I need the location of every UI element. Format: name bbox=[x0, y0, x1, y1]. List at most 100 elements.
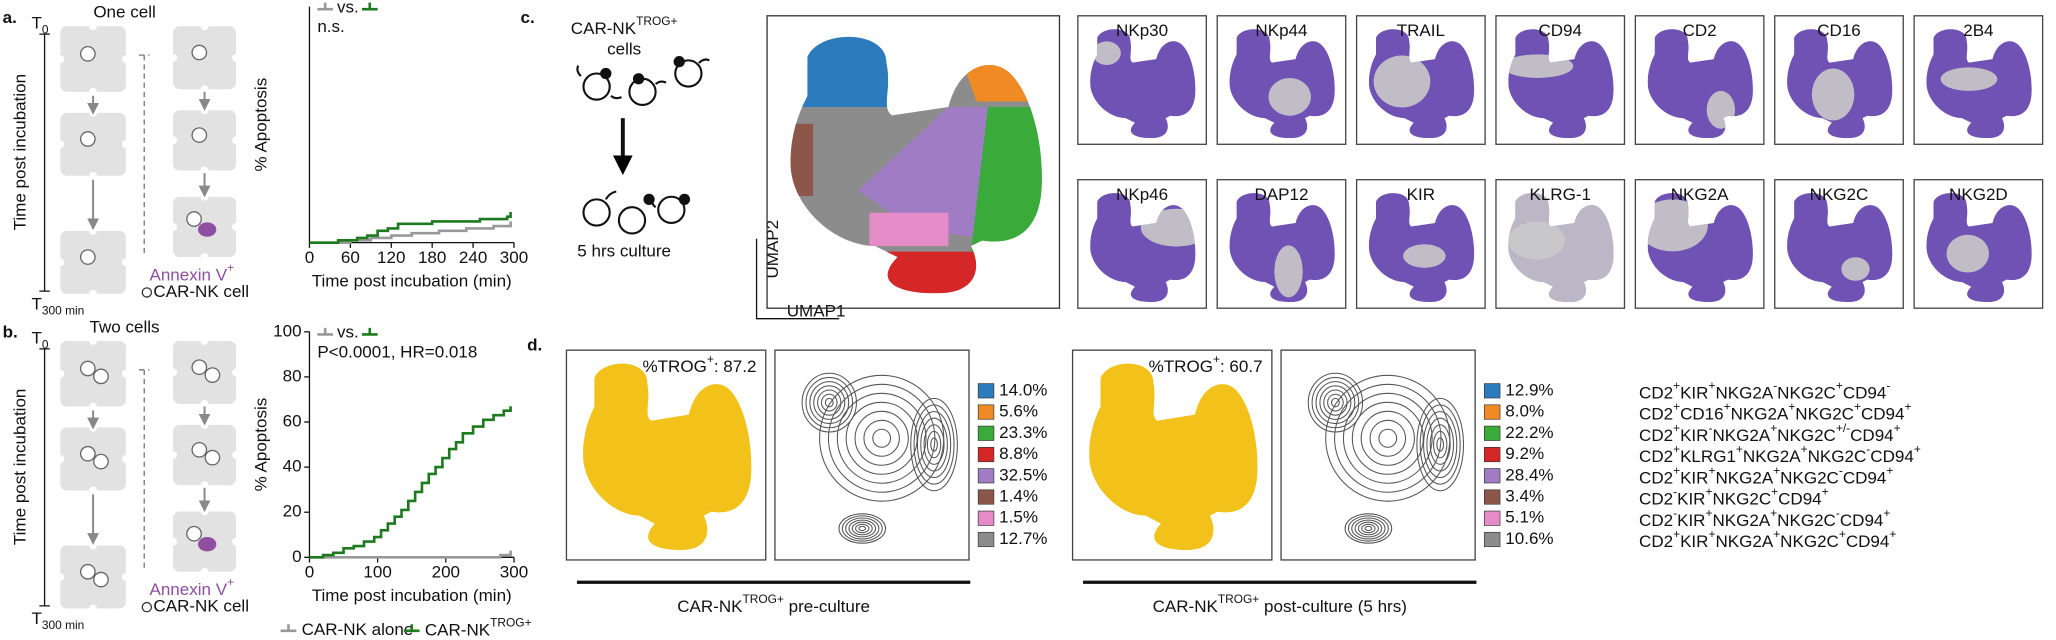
contour bbox=[845, 517, 880, 540]
population-label-part: + bbox=[1905, 400, 1912, 414]
well-notch bbox=[121, 369, 130, 378]
population-label-part: + bbox=[1836, 379, 1843, 393]
population-swatch bbox=[1483, 383, 1501, 399]
x-axis-label: Time post incubation (min) bbox=[312, 271, 512, 290]
cell bbox=[93, 368, 109, 385]
marker-label: NKp44 bbox=[1255, 21, 1307, 40]
population-label-part: NKG2C bbox=[1780, 468, 1839, 487]
well-notch bbox=[121, 258, 130, 267]
contour bbox=[1357, 521, 1379, 536]
cells-label: CAR-NKTROG+ bbox=[571, 14, 678, 37]
population-label-part: CD94 bbox=[1843, 468, 1887, 487]
marker-label: NKp46 bbox=[1116, 185, 1168, 204]
population-label-part: NKG2C bbox=[1780, 532, 1839, 551]
well-notch bbox=[56, 258, 65, 267]
trog-label-part: + bbox=[1213, 352, 1220, 366]
trog-label-part: : 87.2 bbox=[714, 357, 757, 376]
contour bbox=[1351, 517, 1386, 540]
axes bbox=[308, 6, 514, 244]
population-label-part: KIR bbox=[1680, 425, 1708, 444]
well-notch bbox=[200, 85, 209, 94]
annexin-label-part: + bbox=[227, 575, 234, 589]
well-notch bbox=[89, 402, 98, 411]
contour bbox=[872, 428, 892, 448]
marker-label: NKG2D bbox=[1949, 185, 2008, 204]
contour bbox=[809, 381, 850, 425]
well-notch bbox=[56, 140, 65, 149]
t0-label-part: 0 bbox=[42, 23, 49, 37]
cells-label-part: CAR-NK bbox=[571, 18, 637, 37]
axes bbox=[308, 331, 514, 558]
legend-label: CAR-NK alone bbox=[302, 620, 414, 639]
well-notch bbox=[200, 22, 209, 31]
population-label: CD2+KIR+NKG2A+NKG2C-CD94+ bbox=[1639, 464, 1893, 487]
population-swatch bbox=[1483, 510, 1501, 526]
well-notch bbox=[89, 289, 98, 298]
population-label-part: - bbox=[1773, 379, 1777, 393]
cell bbox=[186, 211, 202, 227]
population-swatch bbox=[977, 489, 995, 505]
negative-region bbox=[1092, 41, 1121, 65]
cell bbox=[79, 445, 96, 462]
annexin-label: Annexin V+ bbox=[149, 261, 234, 284]
well-notch bbox=[232, 222, 240, 231]
population-percent: 8.8% bbox=[999, 444, 1038, 463]
population-swatch bbox=[1483, 425, 1501, 441]
population-label-part: KIR bbox=[1680, 532, 1708, 551]
cell bbox=[186, 525, 202, 542]
well-notch bbox=[232, 53, 240, 62]
cell bbox=[93, 571, 109, 588]
population-label-part: + bbox=[1708, 527, 1715, 541]
population-label-part: + bbox=[1889, 527, 1896, 541]
panel-label: a. bbox=[3, 8, 17, 27]
group-caption: CAR-NKTROG+ post-culture (5 hrs) bbox=[1153, 592, 1407, 615]
population-percent: 1.4% bbox=[999, 487, 1038, 506]
contour bbox=[817, 389, 842, 416]
population-label-part: CD2 bbox=[1639, 510, 1673, 529]
well-notch bbox=[232, 136, 240, 145]
population-label-part: + bbox=[1724, 400, 1731, 414]
contour bbox=[1426, 417, 1455, 472]
population-label-part: NKG2C bbox=[1808, 447, 1867, 466]
population-label-part: CD94 bbox=[1778, 489, 1822, 508]
negative-region bbox=[1841, 257, 1870, 281]
cell bbox=[79, 45, 96, 62]
marker-label: DAP12 bbox=[1254, 185, 1308, 204]
apoptotic-cell bbox=[197, 537, 217, 552]
umap2-label: UMAP2 bbox=[763, 220, 782, 279]
population-label-part: + bbox=[1736, 442, 1743, 456]
marker-label: TRAIL bbox=[1397, 21, 1445, 40]
contour bbox=[863, 419, 900, 457]
vs-label: vs. bbox=[337, 323, 359, 342]
well-notch bbox=[200, 106, 209, 115]
timeline bbox=[39, 33, 50, 292]
well-notch bbox=[200, 337, 209, 345]
legend-key bbox=[361, 2, 378, 11]
well-notch bbox=[200, 507, 209, 516]
population-label-part: + bbox=[1822, 485, 1829, 499]
well-notch bbox=[169, 222, 178, 231]
t0-label-part: T bbox=[31, 13, 42, 32]
marker-label: KLRG-1 bbox=[1529, 185, 1591, 204]
population-label-part: + bbox=[1673, 442, 1680, 456]
cell-key bbox=[141, 601, 153, 613]
umap-cluster bbox=[790, 36, 901, 108]
group-caption-part: TROG+ bbox=[742, 592, 783, 606]
population-label-part: + bbox=[1854, 400, 1861, 414]
population-label-part: + bbox=[1705, 506, 1712, 520]
apoptotic-cell bbox=[197, 222, 217, 237]
population-swatch bbox=[977, 468, 995, 484]
well-notch bbox=[89, 171, 98, 180]
population-label-part: CD94 bbox=[1870, 447, 1914, 466]
t-end-label-part: 300 min bbox=[42, 618, 84, 632]
contour bbox=[1429, 424, 1451, 465]
cell bbox=[191, 441, 208, 458]
contour bbox=[910, 397, 958, 492]
annexin-label: Annexin V+ bbox=[149, 575, 234, 598]
trog-label-part: : 60.7 bbox=[1220, 357, 1263, 376]
well-notch bbox=[121, 455, 130, 463]
population-percent: 22.2% bbox=[1505, 423, 1553, 442]
contour bbox=[855, 523, 870, 534]
population-label-part: + bbox=[1886, 464, 1893, 478]
